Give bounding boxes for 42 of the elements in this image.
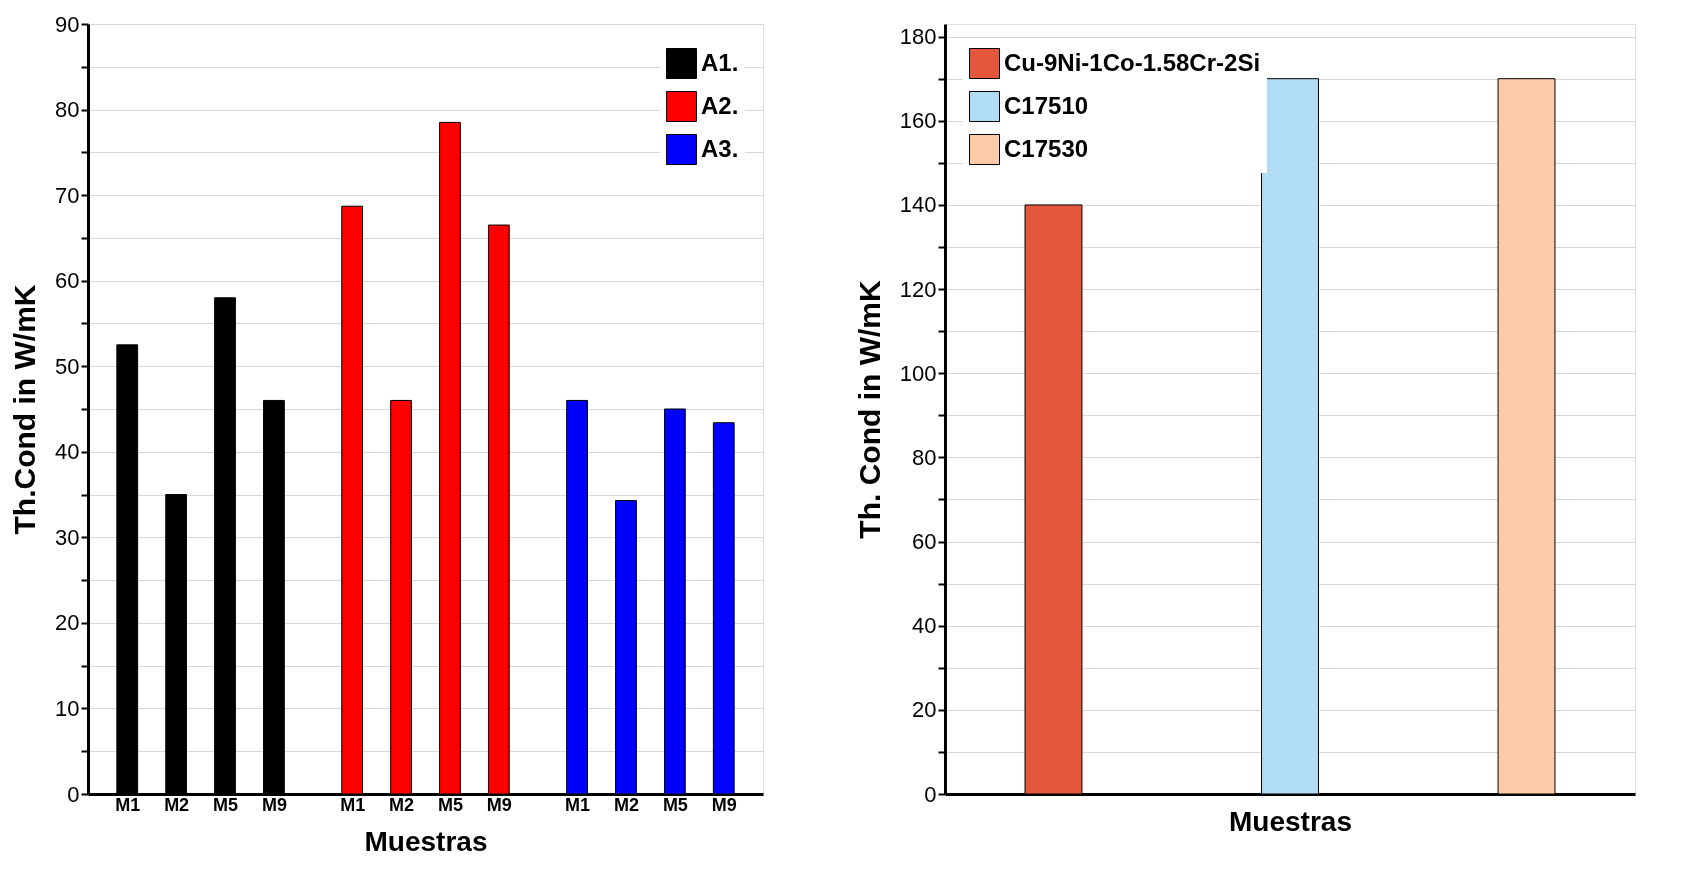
legend-label: C17510 [1004,91,1089,119]
y-tick-label: 120 [899,276,937,302]
y-tick-label: 180 [899,24,937,50]
y-tick-label: 10 [55,695,80,721]
y-tick-label: 90 [55,11,80,37]
y-tick-label: 140 [899,192,937,218]
x-axis-title: Muestras [364,825,488,857]
x-axis-title: Muestras [1229,805,1352,837]
x-tick-label: M2 [389,794,415,815]
y-axis-title: Th.Cond in W/mK [8,284,42,535]
y-tick-label: 70 [55,182,80,208]
y-tick-label: 80 [912,444,937,470]
x-tick-label: M5 [437,794,463,815]
x-tick-label: M1 [340,794,366,815]
x-tick-label: M5 [662,794,688,815]
y-tick-label: 100 [899,360,937,386]
y-tick-label: 50 [55,353,80,379]
legend-label: A1. [701,48,739,76]
y-tick-label: 80 [55,97,80,123]
x-tick-label: M2 [613,794,639,815]
x-tick-label: M9 [711,794,737,815]
y-tick-label: 0 [67,781,80,807]
legend-label: A2. [701,91,739,119]
legend-label: A3. [701,134,739,162]
x-tick-label: M1 [565,794,591,815]
x-tick-label: M1 [115,794,141,815]
x-tick-label: M2 [164,794,190,815]
x-tick-label: M5 [213,794,239,815]
y-tick-label: 60 [55,268,80,294]
y-axis-title: Th. Cond in W/mK [852,280,886,539]
y-tick-label: 0 [924,781,937,807]
x-tick-label: M9 [486,794,512,815]
y-tick-label: 40 [55,439,80,465]
y-tick-label: 160 [899,108,937,134]
y-tick-label: 20 [912,697,937,723]
x-tick-label: M9 [261,794,287,815]
legend-label: Cu-9Ni-1Co-1.58Cr-2Si [1004,48,1261,76]
y-tick-label: 30 [55,524,80,550]
y-tick-label: 40 [912,613,937,639]
y-tick-label: 20 [55,610,80,636]
legend-label: C17530 [1004,134,1089,162]
y-tick-label: 60 [912,529,937,555]
